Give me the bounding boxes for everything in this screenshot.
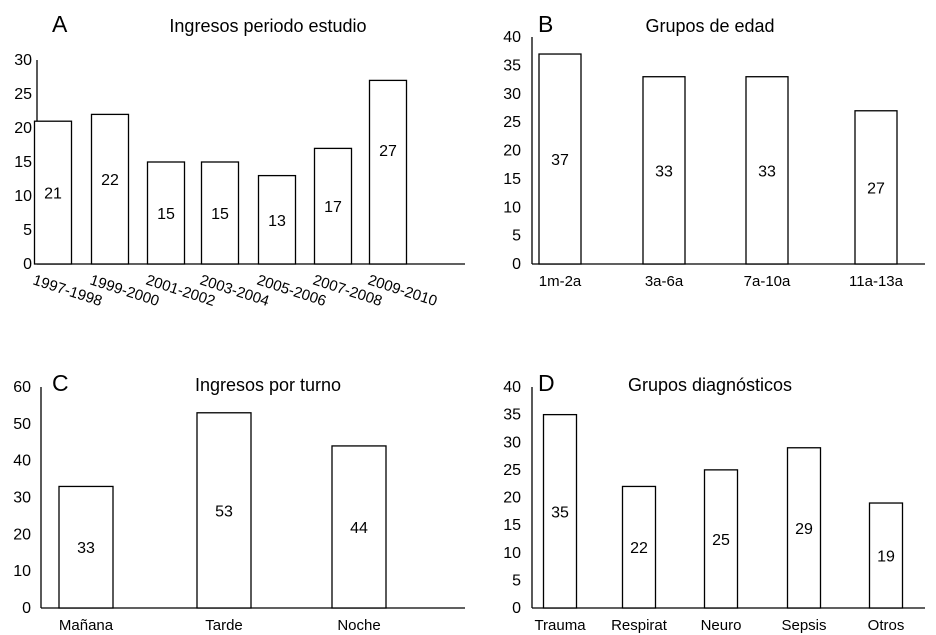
- panel-a-bar: [257, 174, 297, 265]
- panel-d-category-label: Respirat: [611, 617, 668, 634]
- panel-c-y-tick-label: 20: [13, 526, 31, 543]
- panel-b-data-label: 27: [867, 180, 885, 197]
- panel-b-y-tick-label: 15: [503, 171, 521, 188]
- panel-d-y-tick-label: 40: [503, 379, 521, 396]
- panel-a-data-label: 13: [268, 213, 286, 230]
- panel-d-y-tick-label: 20: [503, 490, 521, 507]
- panel-c-bar: [196, 412, 252, 609]
- panel-a-data-label: 17: [324, 199, 342, 216]
- panel-a-y-tick-label: 0: [23, 256, 32, 273]
- panel-c-y-tick-label: 10: [13, 563, 31, 580]
- panel-d-data-label: 19: [877, 549, 895, 566]
- panel-d-data-label: 35: [551, 504, 569, 521]
- panel-a-y-tick-label: 25: [14, 86, 32, 103]
- panel-a-bar: [368, 79, 408, 265]
- panel-a-y-tick-label: 20: [14, 120, 32, 137]
- panel-b-data-label: 37: [551, 152, 569, 169]
- panel-b-y-tick-label: 30: [503, 86, 521, 103]
- panel-c-y-tick-label: 30: [13, 490, 31, 507]
- panel-c-y-tick-label: 50: [13, 416, 31, 433]
- panel-b-category-label: 1m-2a: [539, 273, 582, 290]
- panel-d-y-tick-label: 25: [503, 462, 521, 479]
- panel-c-data-label: 44: [350, 520, 368, 537]
- panel-a-bar: [33, 120, 73, 265]
- panel-d-category-label: Trauma: [534, 617, 586, 634]
- panel-c-bar: [58, 485, 114, 609]
- panel-d-category-label: Sepsis: [781, 617, 826, 634]
- panel-b-y-tick-label: 20: [503, 143, 521, 160]
- panel-c-y-tick-label: 40: [13, 453, 31, 470]
- panel-a-data-label: 15: [157, 206, 175, 223]
- panel-a-bar: [90, 113, 130, 265]
- panel-b-letter: B: [538, 11, 553, 37]
- panel-b-y-tick-label: 0: [512, 256, 521, 273]
- panel-c-bar: [331, 445, 387, 609]
- panel-d-bar: [621, 485, 657, 609]
- panel-d-data-label: 22: [630, 540, 648, 557]
- panel-d-letter: D: [538, 370, 555, 396]
- panel-d-y-tick-label: 35: [503, 407, 521, 424]
- panel-b-y-tick-label: 25: [503, 114, 521, 131]
- panel-c-letter: C: [52, 370, 69, 396]
- panel-a-data-label: 15: [211, 206, 229, 223]
- panel-c-y-tick-label: 60: [13, 379, 31, 396]
- panel-b-bar: [854, 110, 898, 265]
- panel-b-category-label: 7a-10a: [744, 273, 791, 290]
- panel-c-data-label: 53: [215, 503, 233, 520]
- panel-c-data-label: 33: [77, 540, 95, 557]
- panel-a-title: Ingresos periodo estudio: [169, 16, 366, 36]
- panel-c-y-tick-label: 0: [22, 600, 31, 617]
- panel-a-y-tick-label: 10: [14, 188, 32, 205]
- panel-d-category-label: Otros: [868, 617, 905, 634]
- panel-d-data-label: 29: [795, 521, 813, 538]
- panel-a-data-label: 21: [44, 186, 62, 203]
- panel-d-y-tick-label: 15: [503, 517, 521, 534]
- panel-d-title: Grupos diagnósticos: [628, 375, 792, 395]
- panel-b-bar: [538, 53, 582, 265]
- panel-b-bar: [745, 76, 789, 265]
- panel-d-y-tick-label: 5: [512, 572, 521, 589]
- panel-d-bar: [542, 413, 578, 609]
- panel-a-bar: [146, 161, 186, 265]
- panel-d-category-label: Neuro: [701, 617, 742, 634]
- panel-b-y-tick-label: 40: [503, 29, 521, 46]
- panel-a-letter: A: [52, 11, 68, 37]
- panel-b-title: Grupos de edad: [645, 16, 774, 36]
- panel-d-y-tick-label: 30: [503, 434, 521, 451]
- panel-d-y-tick-label: 0: [512, 600, 521, 617]
- panel-b-data-label: 33: [758, 163, 776, 180]
- panel-a-data-label: 27: [379, 143, 397, 160]
- panel-b-y-tick-label: 10: [503, 199, 521, 216]
- panel-c-category-label: Mañana: [59, 617, 114, 634]
- panel-b-y-tick-label: 35: [503, 57, 521, 74]
- panel-b-data-label: 33: [655, 163, 673, 180]
- panel-a-y-tick-label: 15: [14, 154, 32, 171]
- panel-b-bar: [642, 76, 686, 265]
- panel-d-bar: [868, 502, 904, 609]
- panel-c-category-label: Noche: [337, 617, 380, 634]
- panel-b-y-tick-label: 5: [512, 228, 521, 245]
- panel-d-bar: [703, 469, 739, 609]
- panel-a-data-label: 22: [101, 172, 119, 189]
- panel-b-category-label: 3a-6a: [645, 273, 684, 290]
- panel-a-y-tick-label: 30: [14, 52, 32, 69]
- panel-b-category-label: 11a-13a: [849, 273, 904, 290]
- panel-d-data-label: 25: [712, 532, 730, 549]
- panel-d-y-tick-label: 10: [503, 545, 521, 562]
- panel-c-category-label: Tarde: [205, 617, 243, 634]
- panel-a-y-tick-label: 5: [23, 222, 32, 239]
- panel-a-bar: [200, 161, 240, 265]
- panel-d-bar: [786, 447, 822, 609]
- panel-c-title: Ingresos por turno: [195, 375, 341, 395]
- panel-a-bar: [313, 147, 353, 265]
